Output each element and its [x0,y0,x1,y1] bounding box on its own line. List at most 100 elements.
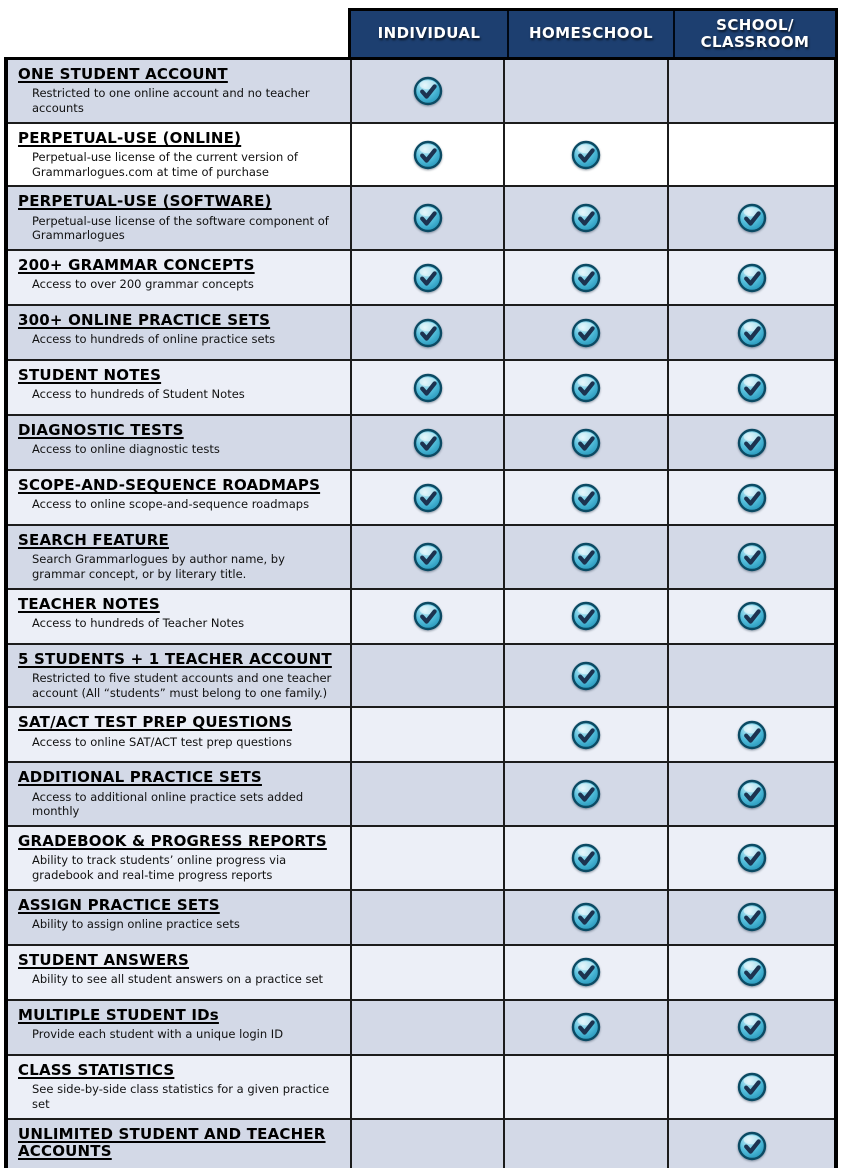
feature-description: Provide each student with a unique login… [32,1027,284,1042]
check-icon [737,780,766,809]
feature-title: UNLIMITED STUDENT AND TEACHER ACCOUNTS [18,1124,326,1160]
individual-cell [350,1055,503,1118]
feature-cell: GRADEBOOK & PROGRESS REPORTS Ability to … [8,827,350,889]
homeschool-cell [503,526,667,588]
feature-row: SEARCH FEATURE Search Grammarlogues by a… [8,524,834,588]
check-icon [571,318,601,347]
check-icon [413,602,442,631]
feature-row: STUDENT NOTES Access to hundreds of Stud… [8,359,834,415]
check-icon [737,903,766,932]
column-header-label: INDIVIDUAL [377,24,481,43]
feature-row: ONE STUDENT ACCOUNT Restricted to one on… [8,60,834,122]
school-classroom-cell [667,1055,834,1118]
homeschool-cell [503,890,667,944]
check-icon [413,542,442,572]
school-classroom-cell [667,827,834,889]
individual-cell [350,708,503,762]
individual-cell [350,187,503,250]
feature-row: DIAGNOSTIC TESTS Access to online diagno… [8,414,834,470]
feature-description: Restricted to one online account and no … [32,86,310,115]
check-icon [571,843,601,873]
check-icon [571,373,601,402]
feature-title: DIAGNOSTIC TESTS [18,421,184,440]
feature-cell: SAT/ACT TEST PREP QUESTIONS Access to on… [8,708,350,761]
column-header-individual: INDIVIDUAL [351,11,507,57]
check-icon [571,602,601,631]
check-icon [737,958,766,987]
feature-description: Access to hundreds of Teacher Notes [32,616,245,630]
column-header-school-classroom: SCHOOL/ CLASSROOM [673,11,835,57]
school-classroom-cell [667,123,834,186]
check-icon [737,602,766,631]
individual-cell [350,644,503,707]
school-classroom-cell [667,644,834,707]
feature-cell: STUDENT NOTES Access to hundreds of Stud… [8,361,350,414]
feature-description: Access to over 200 grammar concepts [32,277,254,292]
check-icon [413,428,442,457]
individual-cell [350,471,503,525]
school-classroom-cell [667,589,834,643]
feature-row: MULTIPLE STUDENT IDs Provide each studen… [8,998,834,1054]
check-icon [737,843,766,873]
feature-cell: 300+ ONLINE PRACTICE SETS Access to hund… [8,306,350,359]
homeschool-cell [503,763,667,826]
homeschool-cell [503,306,667,360]
feature-cell: ASSIGN PRACTICE SETS Ability to assign o… [8,891,350,944]
feature-cell: SCOPE-AND-SEQUENCE ROADMAPS Access to on… [8,471,350,524]
school-classroom-cell [667,187,834,250]
feature-description: See side-by-side class statistics for a … [32,1082,330,1111]
feature-row: GRADEBOOK & PROGRESS REPORTS Ability to … [8,825,834,889]
check-icon [571,204,601,233]
school-classroom-cell [667,945,834,999]
check-icon [737,542,766,572]
check-icon [571,903,601,932]
check-icon [571,720,601,750]
feature-row: SAT/ACT TEST PREP QUESTIONS Access to on… [8,706,834,762]
homeschool-cell [503,416,667,470]
feature-row: ADDITIONAL PRACTICE SETS Access to addit… [8,761,834,826]
school-classroom-cell [667,306,834,360]
feature-title: PERPETUAL-USE (ONLINE) [18,128,242,147]
check-icon [571,780,601,809]
homeschool-cell [503,1000,667,1054]
column-header-homeschool: HOMESCHOOL [507,11,673,57]
check-icon [413,76,442,106]
feature-title: GRADEBOOK & PROGRESS REPORTS [18,832,327,851]
feature-title: 5 STUDENTS + 1 TEACHER ACCOUNT [18,649,332,668]
check-icon [737,1131,766,1161]
individual-cell [350,123,503,186]
feature-cell: ONE STUDENT ACCOUNT Restricted to one on… [8,60,350,122]
individual-cell [350,361,503,415]
feature-title: STUDENT NOTES [18,366,162,385]
individual-cell [350,526,503,588]
column-header-label: HOMESCHOOL [529,24,653,43]
individual-cell [350,890,503,944]
feature-title: CLASS STATISTICS [18,1060,175,1079]
homeschool-cell [503,1119,667,1168]
check-icon [571,428,601,457]
school-classroom-cell [667,890,834,944]
school-classroom-cell [667,708,834,762]
feature-cell: PERPETUAL-USE (SOFTWARE) Perpetual-use l… [8,187,350,249]
homeschool-cell [503,945,667,999]
check-icon [571,140,601,169]
check-icon [571,661,601,690]
individual-cell [350,1119,503,1168]
feature-cell: 5 STUDENTS + 1 TEACHER ACCOUNT Restricte… [8,645,350,707]
feature-description: Access to hundreds of Student Notes [32,387,245,402]
feature-description: Access to online diagnostic tests [32,442,220,457]
feature-row: PERPETUAL-USE (SOFTWARE) Perpetual-use l… [8,185,834,250]
school-classroom-cell [667,1119,834,1168]
feature-title: MULTIPLE STUDENT IDs [18,1005,219,1024]
check-icon [413,483,442,512]
check-icon [571,958,601,987]
homeschool-cell [503,827,667,889]
homeschool-cell [503,589,667,643]
feature-cell: TEACHER NOTES Access to hundreds of Teac… [8,590,350,643]
feature-description: Access to hundreds of online practice se… [32,332,276,347]
feature-row: UNLIMITED STUDENT AND TEACHER ACCOUNTS [8,1117,834,1168]
school-classroom-cell [667,251,834,305]
feature-matrix: ONE STUDENT ACCOUNT Restricted to one on… [4,57,838,1168]
feature-row: 200+ GRAMMAR CONCEPTS Access to over 200… [8,249,834,305]
check-icon [737,483,766,512]
